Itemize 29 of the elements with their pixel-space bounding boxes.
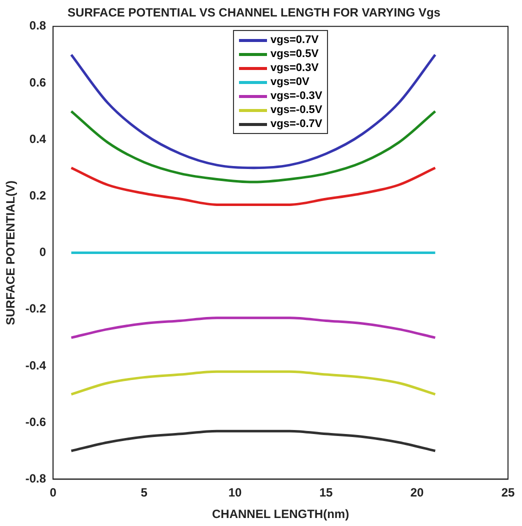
chart-title: SURFACE POTENTIAL VS CHANNEL LENGTH FOR VARYING Vgs (68, 6, 441, 20)
line-series (70, 430, 436, 452)
y-tick-label: 0.6 (29, 75, 46, 90)
y-tick-label: -0.6 (25, 414, 46, 429)
x-tick-label: 10 (228, 486, 242, 500)
legend-label: vgs=-0.7V (270, 118, 322, 130)
line-series (70, 370, 436, 396)
legend-label: vgs=-0.5V (270, 104, 322, 116)
y-tick-label: 0.4 (29, 132, 46, 146)
y-tick-label: 0.8 (29, 18, 46, 33)
legend-label: vgs=0.7V (270, 34, 319, 46)
legend-label: vgs=-0.3V (270, 90, 322, 102)
x-tick-label: 5 (140, 486, 148, 500)
legend-label: vgs=0V (270, 76, 310, 88)
legend-label: vgs=0.5V (270, 48, 319, 60)
x-axis-title: CHANNEL LENGTH(nm) (212, 507, 350, 522)
line-series (70, 316, 436, 339)
x-tick-label: 25 (501, 486, 515, 500)
legend-label: vgs=0.3V (270, 62, 319, 74)
x-tick-label: 15 (319, 486, 334, 500)
y-axis-title: SURFACE POTENTIAL(V) (4, 180, 18, 326)
line-series (70, 166, 436, 206)
y-tick-label: -0.2 (25, 302, 46, 316)
y-tick-label: -0.4 (25, 358, 46, 372)
x-tick-label: 0 (50, 486, 57, 500)
y-tick-label: 0 (39, 245, 46, 260)
y-tick-label: 0.2 (29, 188, 46, 203)
y-tick-label: -0.8 (25, 472, 46, 486)
x-tick-label: 20 (410, 486, 424, 500)
